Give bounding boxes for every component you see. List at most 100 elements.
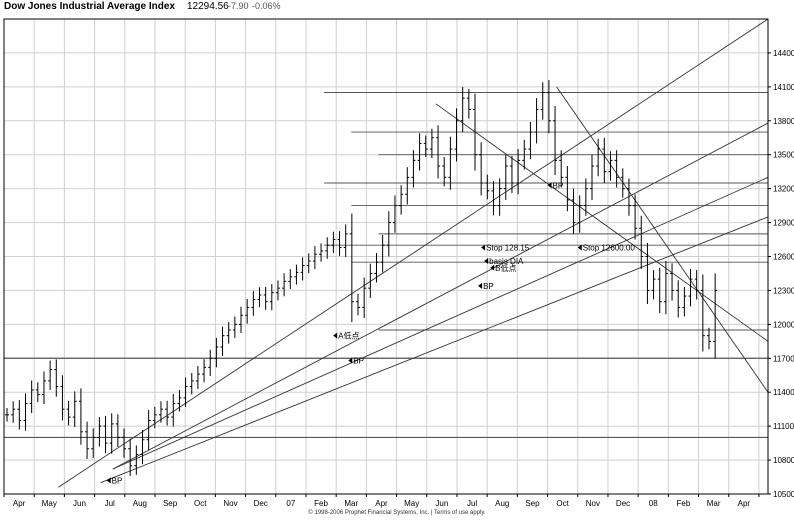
ohlc-bar xyxy=(392,195,397,233)
axes: Apr May Jun Jul Aug Sep Oct Nov Dec 07 Feb Mar Apr Ma… xyxy=(3,18,794,508)
price-bars xyxy=(5,80,718,476)
ohlc-bar xyxy=(165,400,170,426)
annotation: BP xyxy=(547,181,563,190)
ohlc-bar xyxy=(362,277,367,319)
ohlc-bar xyxy=(577,195,582,233)
ohlc-bar xyxy=(559,150,564,188)
x-tick-label: Feb xyxy=(314,499,328,508)
ohlc-bar xyxy=(202,359,207,383)
ohlc-bar xyxy=(97,417,102,447)
ohlc-bar xyxy=(251,291,256,316)
annotation: A低点 xyxy=(333,331,359,341)
copyright-footer: © 1998-2006 Prophet Financial Systems, I… xyxy=(308,509,486,516)
annotation: B低点 xyxy=(490,263,517,273)
x-tick-label: Jun xyxy=(435,499,448,508)
ohlc-bar xyxy=(294,264,299,285)
ohlc-bar xyxy=(700,274,705,352)
ohlc-bar xyxy=(423,135,428,157)
ohlc-bar xyxy=(208,349,213,376)
annotation-label: B低点 xyxy=(495,263,516,273)
annotation-label: BP xyxy=(112,476,123,485)
x-tick-label: Feb xyxy=(677,499,691,508)
x-tick-label: Aug xyxy=(133,499,147,508)
ohlc-bar xyxy=(491,181,496,216)
x-tick-label: Sep xyxy=(163,499,178,508)
annotation-label: BP xyxy=(483,282,494,291)
annotation-label: BP xyxy=(353,357,364,366)
ohlc-bar xyxy=(41,371,46,404)
x-tick-label: May xyxy=(404,499,419,508)
ohlc-bar xyxy=(177,389,182,412)
trendline xyxy=(435,103,769,342)
ohlc-bar xyxy=(454,108,459,162)
ohlc-bar xyxy=(103,415,108,454)
x-tick-label: Apr xyxy=(13,499,26,508)
annotation-marker xyxy=(106,477,111,484)
ohlc-bar xyxy=(583,178,588,216)
ohlc-bar xyxy=(60,375,65,421)
ohlc-bar xyxy=(663,261,668,315)
x-tick-label: Dec xyxy=(254,499,268,508)
y-tick-label: 12000 xyxy=(773,320,794,329)
ohlc-bar xyxy=(91,428,96,458)
x-tick-label: Mar xyxy=(707,499,721,508)
ohlc-bar xyxy=(374,253,379,283)
ohlc-bar xyxy=(565,166,570,212)
annotation: Stop 12600.00 xyxy=(577,243,636,252)
trendlines xyxy=(58,18,769,488)
ohlc-bar xyxy=(473,93,478,171)
ohlc-bar xyxy=(633,194,638,240)
ohlc-bar xyxy=(596,138,601,177)
ohlc-bar xyxy=(54,359,59,397)
annotation: BP xyxy=(106,476,123,485)
ohlc-bar xyxy=(109,413,114,454)
ohlc-bar xyxy=(368,263,373,298)
change-value: -7.90 xyxy=(228,1,249,11)
ohlc-bar xyxy=(349,213,354,323)
ohlc-bar xyxy=(688,268,693,307)
ohlc-bar xyxy=(232,316,237,338)
ohlc-bar xyxy=(220,326,225,357)
y-tick-label: 10800 xyxy=(773,456,794,465)
trendline xyxy=(556,86,769,393)
horizontal-levels xyxy=(4,92,768,439)
ohlc-bar xyxy=(386,211,391,257)
ohlc-bar xyxy=(479,142,484,196)
ohlc-bar xyxy=(534,98,539,144)
y-tick-label: 10500 xyxy=(773,490,794,499)
ohlc-bar xyxy=(516,149,521,195)
annotation-marker xyxy=(577,244,582,251)
x-tick-label: Dec xyxy=(616,499,630,508)
annotation: BP xyxy=(348,357,364,366)
ohlc-bar xyxy=(553,106,558,176)
y-tick-label: 13200 xyxy=(773,185,794,194)
ohlc-bar xyxy=(23,393,28,431)
y-tick-label: 11100 xyxy=(773,422,794,431)
ohlc-bar xyxy=(682,287,687,317)
annotation-marker xyxy=(348,357,353,364)
x-tick-label: 08 xyxy=(649,499,658,508)
ohlc-bar xyxy=(48,360,53,390)
trendline xyxy=(112,176,769,470)
y-tick-label: 12600 xyxy=(773,253,794,262)
ohlc-bar xyxy=(448,136,453,190)
annotation-marker xyxy=(481,244,486,251)
ohlc-bar xyxy=(417,133,422,171)
ohlc-bar xyxy=(614,150,619,188)
y-tick-label: 14400 xyxy=(773,49,794,58)
ohlc-bar xyxy=(122,428,127,458)
annotation-label: Stop 12600.00 xyxy=(583,243,636,252)
ohlc-bar xyxy=(152,406,157,429)
ohlc-bar xyxy=(676,280,681,318)
annotation-marker xyxy=(547,182,552,189)
annotation: BP xyxy=(478,282,494,291)
ohlc-bar xyxy=(214,337,219,368)
ohlc-bar xyxy=(263,286,268,310)
chart-header: Dow Jones Industrial Average Index 12294… xyxy=(4,1,281,12)
x-tick-label: May xyxy=(42,499,57,508)
ohlc-bar xyxy=(608,151,613,181)
ohlc-bar xyxy=(325,237,330,259)
ohlc-bar xyxy=(11,401,16,423)
ohlc-bar xyxy=(380,235,385,273)
